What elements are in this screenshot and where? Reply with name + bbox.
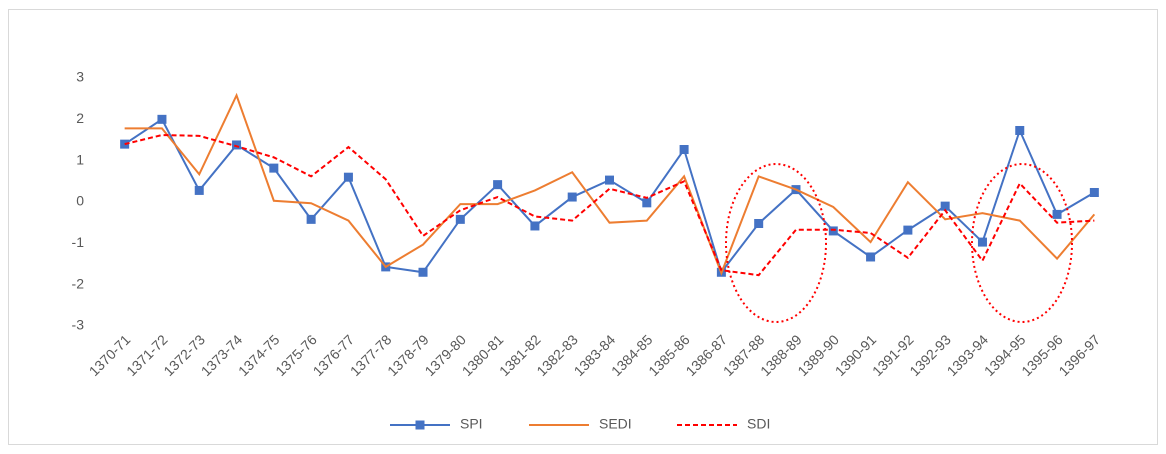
data-marker	[642, 198, 652, 208]
data-marker	[679, 145, 689, 155]
data-marker	[418, 267, 428, 277]
data-marker	[1052, 209, 1062, 219]
y-tick-label: 3	[76, 69, 84, 85]
y-tick-label: 1	[76, 151, 84, 167]
legend-label: SPI	[460, 416, 483, 432]
data-marker	[605, 175, 614, 185]
series-line	[124, 92, 1096, 276]
legend-label: SEDI	[599, 416, 632, 432]
y-tick-label: -2	[72, 275, 85, 291]
data-marker	[493, 180, 503, 190]
data-marker	[1089, 187, 1099, 197]
y-tick-label: -1	[72, 234, 85, 250]
data-marker	[194, 185, 204, 195]
data-marker	[343, 172, 353, 182]
data-marker	[567, 192, 577, 202]
data-marker	[828, 226, 838, 236]
y-tick-label: -3	[72, 317, 85, 333]
data-marker	[306, 214, 316, 224]
series-line	[124, 134, 1095, 277]
highlight-ellipse	[725, 163, 827, 323]
data-marker	[157, 114, 167, 124]
legend-label: SDI	[747, 416, 770, 432]
highlight-ellipse	[971, 163, 1073, 323]
legend-marker	[415, 420, 425, 430]
data-marker	[455, 214, 465, 224]
data-marker	[530, 221, 540, 231]
data-marker	[269, 163, 279, 173]
y-tick-label: 0	[76, 193, 84, 209]
data-marker	[940, 201, 950, 211]
data-marker	[1015, 125, 1025, 135]
data-marker	[754, 218, 764, 228]
data-marker	[866, 252, 876, 262]
y-tick-label: 2	[76, 110, 84, 126]
data-marker	[903, 225, 913, 235]
data-marker	[232, 140, 242, 150]
data-marker	[977, 237, 987, 247]
chart-border	[8, 9, 1158, 445]
